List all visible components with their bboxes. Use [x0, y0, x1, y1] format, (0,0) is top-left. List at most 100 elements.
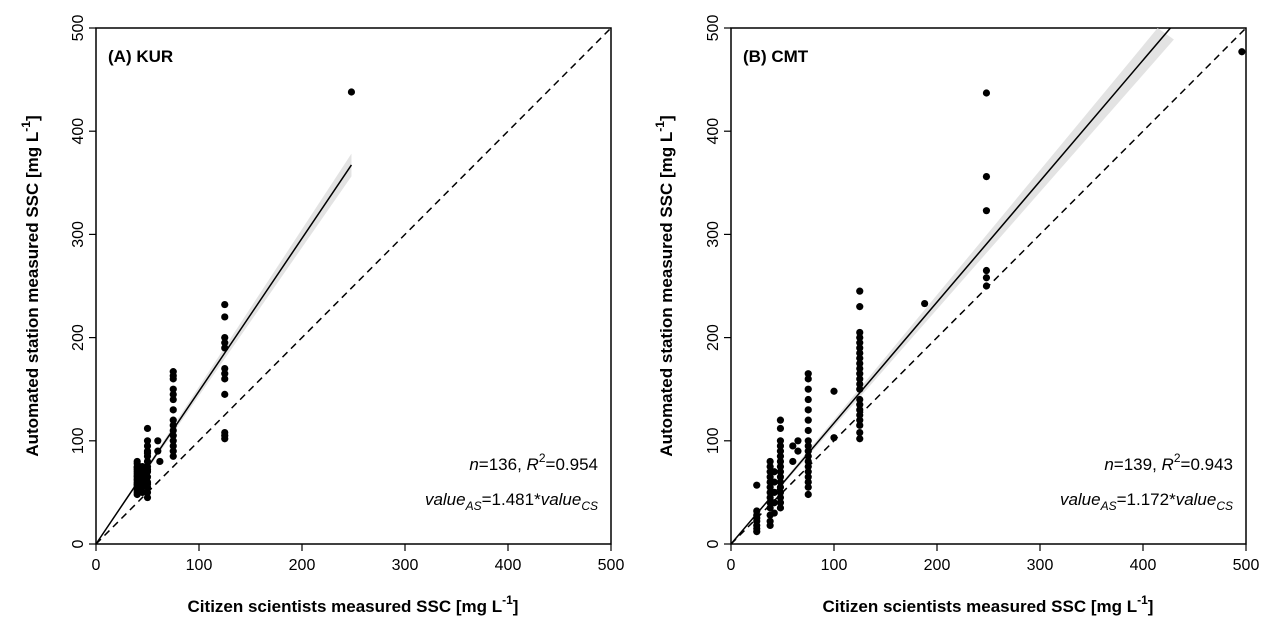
data-point [156, 457, 164, 466]
panel-label: (A) KUR [108, 47, 173, 66]
data-point [982, 282, 991, 290]
x-tick-label: 500 [598, 557, 625, 574]
data-point [169, 406, 177, 414]
x-tick-label: 400 [1130, 557, 1157, 574]
x-tick-label: 100 [821, 557, 848, 574]
n-r2-annotation: n=139, R2=0.943 [1104, 451, 1233, 474]
data-point [776, 424, 785, 433]
data-point [856, 380, 864, 388]
data-point [856, 395, 864, 404]
regression-equation: valueAS=1.481*valueCS [425, 490, 598, 513]
data-point [766, 473, 774, 481]
data-point [804, 490, 812, 499]
data-point [776, 488, 785, 496]
data-point [347, 88, 356, 96]
y-tick-label: 500 [705, 15, 722, 42]
y-tick-label: 200 [705, 324, 722, 351]
data-point [856, 287, 864, 295]
data-point [856, 344, 864, 352]
data-point [856, 339, 864, 347]
y-tick-label: 400 [70, 118, 87, 145]
regression-equation: valueAS=1.172*valueCS [1060, 490, 1233, 513]
data-point [789, 442, 797, 450]
data-point [856, 303, 864, 311]
data-point [830, 387, 838, 395]
data-point [770, 478, 778, 486]
data-point [753, 481, 761, 489]
x-tick-label: 300 [392, 557, 419, 574]
data-point [789, 457, 797, 466]
data-point [143, 473, 152, 481]
data-point [856, 354, 864, 362]
data-point [804, 468, 812, 476]
data-point [169, 447, 177, 455]
data-point [776, 447, 785, 455]
x-axis-title: Citizen scientists measured SSC [mg L-1] [188, 593, 519, 616]
data-point [133, 488, 141, 496]
x-tick-label: 300 [1027, 557, 1054, 574]
data-point [169, 437, 177, 445]
data-point [804, 395, 812, 404]
data-point [804, 426, 812, 435]
x-tick-label: 200 [289, 557, 316, 574]
data-point [776, 463, 785, 471]
data-point [1238, 48, 1246, 56]
data-point [776, 478, 785, 486]
n-r2-annotation: n=136, R2=0.954 [469, 451, 598, 474]
data-point [804, 442, 812, 450]
data-point [169, 385, 177, 393]
data-point [169, 395, 177, 404]
data-point [794, 447, 802, 455]
data-point [143, 437, 152, 445]
data-point [776, 437, 785, 445]
data-point [856, 406, 864, 414]
data-point [804, 437, 812, 445]
plot-frame [730, 27, 1247, 545]
data-point [770, 499, 778, 507]
data-point [804, 473, 812, 481]
data-point [221, 339, 229, 347]
data-point [804, 452, 812, 460]
data-point [804, 375, 812, 383]
regression-line [730, 27, 1171, 545]
data-point [982, 207, 991, 215]
x-tick-label: 400 [495, 557, 522, 574]
data-point [982, 274, 991, 282]
data-point [856, 385, 864, 393]
data-point [169, 452, 177, 460]
data-point [856, 435, 864, 443]
data-point [982, 89, 991, 97]
data-point [804, 416, 812, 424]
data-point [856, 364, 864, 373]
data-point [776, 504, 785, 512]
data-point [133, 457, 141, 466]
data-point [856, 421, 864, 429]
data-point [766, 493, 774, 502]
y-tick-label: 300 [705, 221, 722, 248]
data-point [169, 426, 177, 435]
data-point [169, 442, 177, 450]
data-point [982, 173, 991, 181]
data-point [804, 447, 812, 455]
data-point [143, 457, 152, 466]
data-point [770, 488, 778, 496]
data-point [921, 299, 929, 308]
data-point [143, 424, 152, 433]
data-point [804, 406, 812, 414]
y-tick-label: 200 [70, 324, 87, 351]
data-point [804, 463, 812, 471]
data-point [221, 375, 229, 383]
x-tick-label: 100 [186, 557, 213, 574]
data-point [856, 334, 864, 342]
y-axis-title: Automated station measured SSC [mg L-1] [653, 115, 676, 456]
y-tick-label: 100 [705, 427, 722, 454]
data-point [221, 334, 229, 342]
data-point [753, 507, 761, 515]
data-point [143, 449, 152, 457]
y-tick-label: 300 [70, 221, 87, 248]
data-point [776, 473, 785, 481]
y-tick-label: 0 [70, 539, 87, 548]
data-point [776, 468, 785, 476]
data-point [169, 368, 177, 376]
data-point [154, 447, 162, 455]
